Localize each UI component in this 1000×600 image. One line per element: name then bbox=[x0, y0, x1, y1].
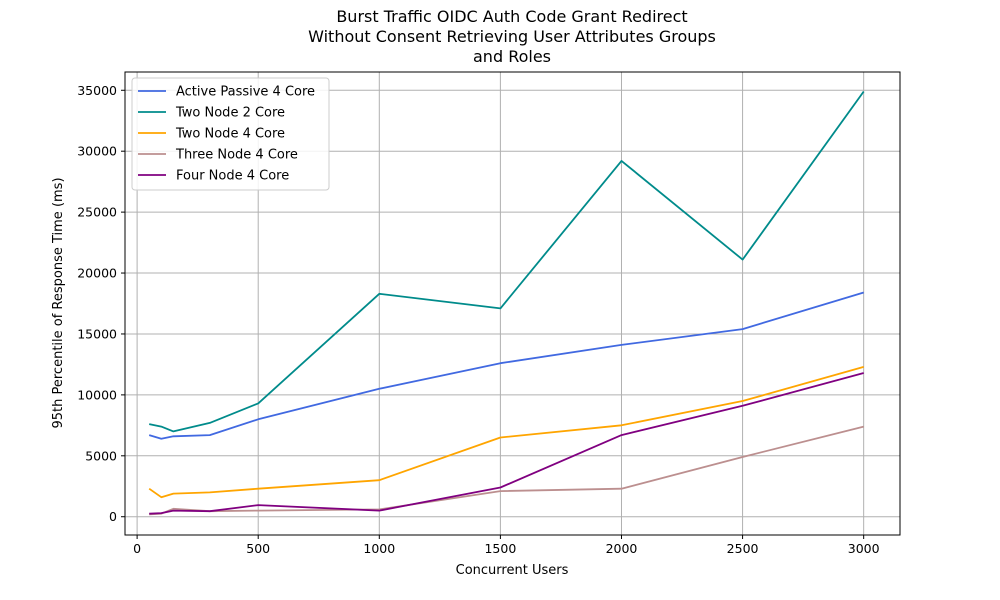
series-line-two-node-2-core bbox=[149, 90, 865, 433]
y-tick-label: 25000 bbox=[77, 205, 117, 220]
x-tick-label: 1500 bbox=[484, 541, 516, 556]
y-tick-label: 15000 bbox=[77, 326, 117, 341]
x-tick-label: 2500 bbox=[727, 541, 759, 556]
y-tick-label: 30000 bbox=[77, 144, 117, 159]
y-tick-label: 10000 bbox=[77, 387, 117, 402]
x-tick-label: 2000 bbox=[606, 541, 638, 556]
legend-label: Four Node 4 Core bbox=[176, 169, 289, 184]
series-line-active-passive-4-core bbox=[148, 291, 864, 440]
chart-title-line: and Roles bbox=[473, 47, 551, 66]
chart-title-line: Without Consent Retrieving User Attribut… bbox=[308, 27, 716, 46]
y-axis-ticks: 0 5000 10000 15000 20000 25000 30000 35000 bbox=[77, 83, 125, 524]
x-tick-label: 500 bbox=[246, 541, 270, 556]
legend-label: Two Node 2 Core bbox=[175, 106, 285, 121]
legend-box bbox=[131, 77, 330, 191]
legend: Active Passive 4 Core Two Node 2 Core Two … bbox=[131, 77, 330, 191]
legend-label: Three Node 4 Core bbox=[175, 148, 298, 163]
x-tick-label: 1000 bbox=[363, 541, 395, 556]
legend-label: Two Node 4 Core bbox=[175, 127, 285, 142]
y-tick-label: 35000 bbox=[77, 83, 117, 98]
series-line-three-node-4-core bbox=[149, 425, 864, 516]
plot-area-frame bbox=[124, 71, 901, 536]
x-axis-label: Concurrent Users bbox=[456, 563, 569, 578]
chart-title-line: Burst Traffic OIDC Auth Code Grant Redir… bbox=[336, 7, 687, 26]
x-tick-label: 0 bbox=[133, 541, 141, 556]
legend-label: Active Passive 4 Core bbox=[176, 85, 315, 100]
x-tick-label: 3000 bbox=[848, 541, 880, 556]
chart-title: Burst Traffic OIDC Auth Code Grant Redir… bbox=[308, 7, 716, 66]
grid-lines bbox=[125, 72, 900, 535]
y-tick-label: 20000 bbox=[77, 266, 117, 281]
y-axis-label: 95th Percentile of Response Time (ms) bbox=[51, 177, 66, 428]
series-lines bbox=[148, 90, 865, 516]
y-tick-label: 0 bbox=[109, 509, 117, 524]
series-line-four-node-4-core bbox=[149, 372, 864, 515]
x-axis-ticks: 0 500 1000 1500 2000 2500 3000 bbox=[133, 535, 880, 556]
series-line-two-node-4-core bbox=[148, 366, 864, 499]
y-tick-label: 5000 bbox=[85, 448, 117, 463]
